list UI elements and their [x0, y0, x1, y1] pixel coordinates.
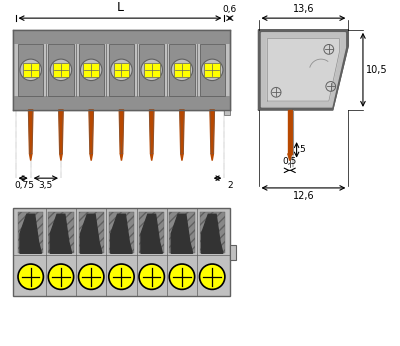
Polygon shape [211, 154, 214, 161]
Bar [83, 63, 99, 77]
Polygon shape [120, 154, 123, 161]
Circle shape [169, 264, 195, 289]
Circle shape [18, 264, 43, 289]
Polygon shape [60, 154, 62, 161]
Bar [78, 44, 104, 96]
Polygon shape [171, 214, 193, 253]
Polygon shape [111, 214, 132, 253]
Text: 0,75: 0,75 [15, 181, 35, 190]
Text: 3,5: 3,5 [39, 181, 53, 190]
Bar [139, 212, 164, 253]
Circle shape [78, 264, 104, 289]
Circle shape [109, 264, 134, 289]
Text: L: L [116, 1, 124, 14]
Polygon shape [180, 110, 184, 154]
Bar [18, 212, 43, 253]
Bar [48, 44, 74, 96]
Text: 0,6: 0,6 [223, 5, 237, 14]
Text: 5: 5 [300, 145, 305, 154]
Text: 10,5: 10,5 [366, 65, 388, 75]
Circle shape [200, 264, 225, 289]
Circle shape [111, 59, 132, 81]
Polygon shape [181, 154, 183, 161]
Polygon shape [262, 33, 345, 107]
Polygon shape [288, 154, 292, 161]
Circle shape [20, 59, 42, 81]
Polygon shape [210, 110, 214, 154]
Polygon shape [267, 39, 340, 101]
Circle shape [139, 264, 164, 289]
Polygon shape [202, 214, 223, 253]
Bar [109, 212, 134, 253]
Polygon shape [288, 110, 292, 154]
Polygon shape [89, 110, 93, 154]
Polygon shape [90, 154, 92, 161]
Text: 12,6: 12,6 [293, 191, 314, 201]
Text: 2: 2 [227, 181, 233, 190]
Text: 13,6: 13,6 [293, 4, 314, 14]
Polygon shape [59, 110, 63, 154]
Polygon shape [141, 214, 162, 253]
Bar [174, 63, 190, 77]
Circle shape [171, 59, 193, 81]
Bar [204, 63, 220, 77]
Bar [114, 63, 129, 77]
Polygon shape [20, 214, 42, 253]
Polygon shape [80, 214, 102, 253]
Bar [13, 30, 230, 44]
Bar [139, 44, 164, 96]
Polygon shape [30, 154, 32, 161]
Text: 0,5: 0,5 [282, 157, 296, 166]
Bar [169, 212, 195, 253]
Circle shape [50, 59, 72, 81]
Bar [200, 212, 225, 253]
Circle shape [80, 59, 102, 81]
Bar [53, 63, 69, 77]
Bar [13, 208, 230, 296]
Polygon shape [119, 110, 124, 154]
Polygon shape [50, 214, 72, 253]
Bar [144, 63, 160, 77]
Bar [78, 212, 104, 253]
Bar [230, 245, 236, 260]
Bar [48, 212, 74, 253]
Polygon shape [150, 154, 153, 161]
Bar [18, 44, 43, 96]
Polygon shape [28, 110, 33, 154]
Polygon shape [150, 110, 154, 154]
Circle shape [202, 59, 223, 81]
Polygon shape [258, 30, 348, 110]
Bar [109, 44, 134, 96]
Bar [224, 110, 230, 115]
Circle shape [141, 59, 162, 81]
Bar [169, 44, 195, 96]
Bar [13, 96, 230, 110]
Bar [200, 44, 225, 96]
Circle shape [48, 264, 74, 289]
Bar [23, 63, 38, 77]
Bar [13, 30, 230, 110]
